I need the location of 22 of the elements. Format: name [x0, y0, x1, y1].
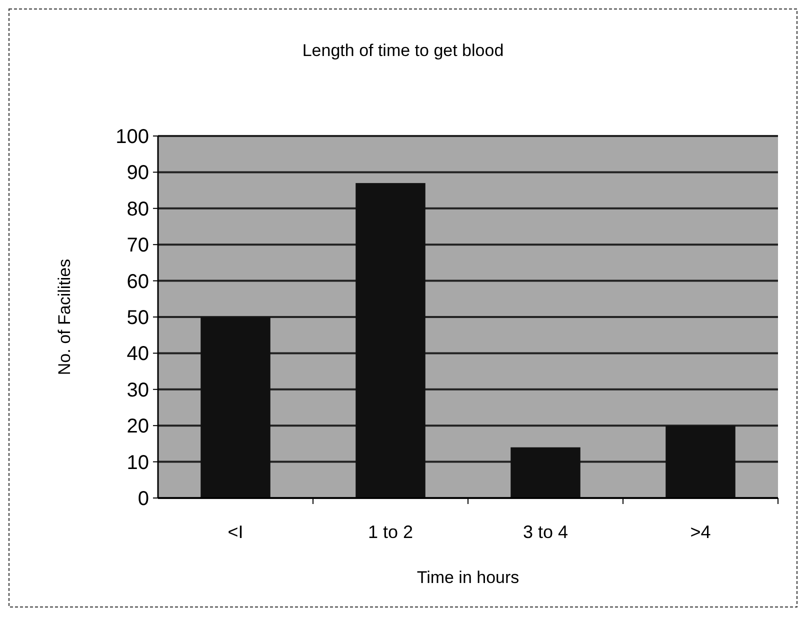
bar: [666, 426, 736, 498]
y-tick-label: 90: [126, 162, 149, 184]
bar: [356, 183, 426, 498]
bar: [510, 447, 580, 498]
y-tick-label: 40: [126, 343, 149, 366]
x-axis-title: Time in hours: [416, 568, 520, 587]
chart-title: Length of time to get blood: [302, 41, 504, 60]
y-tick-label: 70: [126, 234, 149, 257]
x-tick-label: 3 to 4: [522, 522, 568, 542]
y-axis-title: No. of Facilities: [55, 258, 74, 376]
y-tick-label: 60: [126, 270, 149, 293]
y-tick-label: 80: [126, 198, 149, 220]
y-tick-label: 30: [126, 379, 149, 402]
y-tick-label: 0: [138, 488, 149, 510]
x-tick-label: 1 to 2: [368, 522, 414, 542]
bar: [200, 317, 270, 498]
y-tick-label: 10: [126, 452, 149, 474]
y-tick-label: 100: [116, 126, 149, 148]
x-tick-label: <I: [228, 522, 244, 542]
y-tick-label: 20: [126, 416, 149, 438]
x-tick-label: >4: [690, 522, 711, 542]
y-tick-label: 50: [126, 307, 149, 329]
